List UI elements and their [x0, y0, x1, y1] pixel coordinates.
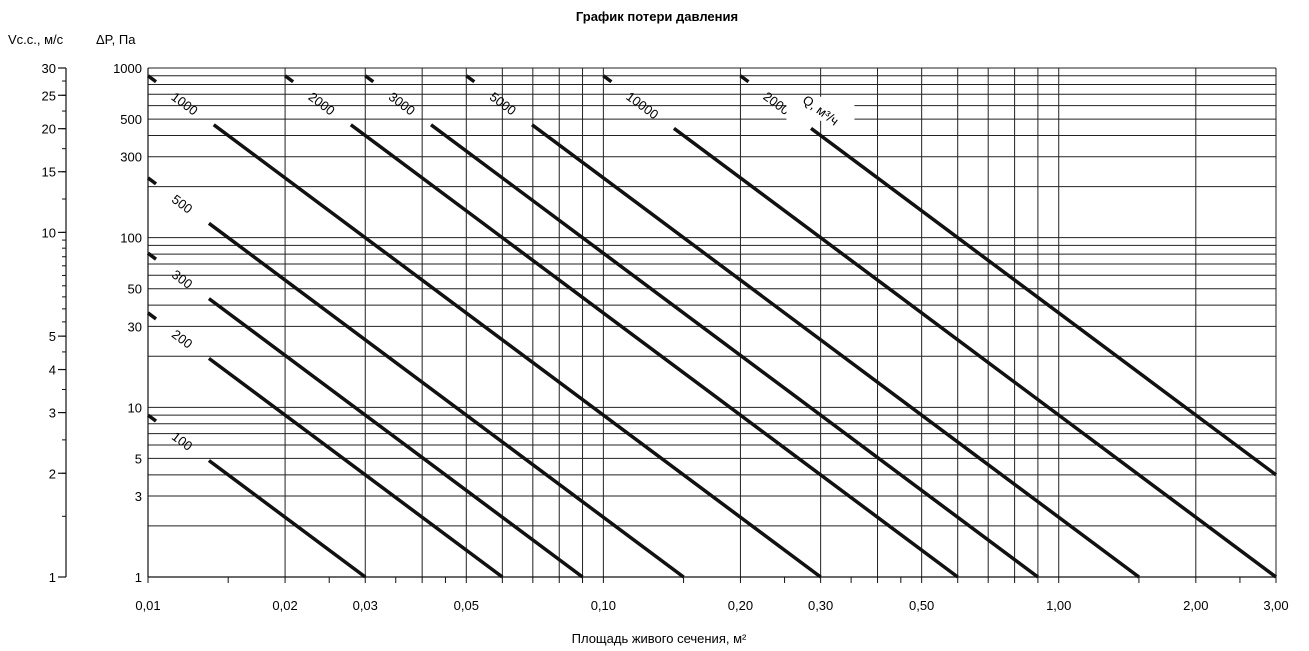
- series-line-2000: [349, 123, 959, 579]
- series-line-500: [207, 221, 685, 579]
- series-line-5000: [530, 123, 1140, 579]
- y-tick-label: 1: [135, 570, 142, 585]
- series-line-2000: [284, 74, 295, 84]
- y-tick-label: 10: [128, 400, 142, 415]
- y-tick-label: 5: [135, 451, 142, 466]
- series-line-300: [207, 297, 584, 579]
- x-axis-title: Площадь живого сечения, м²: [572, 631, 747, 646]
- velocity-tick-label: 4: [49, 363, 56, 378]
- velocity-tick-label: 20: [42, 122, 56, 137]
- series-label-2000: 2000: [306, 89, 338, 118]
- grid: [147, 67, 1277, 578]
- x-tick-labels: 0,01 0,02 0,03 0,05 0,10 0,20 0,30 0,50 1,00 2,00…: [135, 598, 1288, 613]
- x-tick-label: 0,20: [728, 598, 753, 613]
- series-title-bg: [786, 96, 855, 121]
- x-tick-label: 2,00: [1183, 598, 1208, 613]
- pressure-tick-labels: 1 3 5 10 30 50 100 300 500 1000: [113, 61, 142, 585]
- series-label-3000: 3000: [386, 89, 418, 118]
- series-label-200: 200: [169, 327, 195, 352]
- plot-frame: [147, 68, 1277, 583]
- series-line-200: [207, 356, 504, 579]
- velocity-axis-title: Vс.с., м/с: [8, 32, 64, 47]
- series-label-1000: 1000: [169, 89, 201, 118]
- x-tick-label: 3,00: [1263, 598, 1288, 613]
- series-line-10000: [602, 74, 613, 84]
- series-line-1000: [146, 74, 158, 84]
- velocity-tick-label: 3: [49, 406, 56, 421]
- series-label-500: 500: [169, 192, 195, 217]
- x-tick-label: 0,03: [353, 598, 378, 613]
- y-tick-label: 500: [120, 112, 142, 127]
- series-label-300: 300: [169, 267, 195, 292]
- series-line-3000: [429, 123, 1039, 579]
- series-line-5000: [465, 74, 476, 84]
- velocity-tick-label: 15: [42, 165, 56, 180]
- series-line-10000: [672, 126, 1278, 579]
- pressure-axis-title: ΔP, Па: [96, 32, 136, 47]
- series-line-300: [146, 251, 158, 261]
- series-label-5000: 5000: [487, 89, 519, 118]
- x-tick-label: 0,01: [135, 598, 160, 613]
- series-line-100: [207, 459, 367, 579]
- y-tick-label: 50: [128, 282, 142, 297]
- series-label-100: 100: [169, 429, 195, 454]
- x-tick-label: 1,00: [1046, 598, 1071, 613]
- x-tick-label: 0,02: [272, 598, 297, 613]
- y-tick-label: 300: [120, 150, 142, 165]
- series-line-20000: [739, 74, 750, 84]
- y-tick-label: 3: [135, 489, 142, 504]
- velocity-tick-label: 30: [42, 61, 56, 76]
- series-line-100: [146, 413, 158, 423]
- series-line-3000: [364, 74, 375, 84]
- velocity-tick-label: 2: [49, 466, 56, 481]
- x-tick-label: 0,10: [591, 598, 616, 613]
- velocity-tick-label: 1: [49, 570, 56, 585]
- y-tick-label: 100: [120, 231, 142, 246]
- x-tick-label: 0,05: [454, 598, 479, 613]
- series-line-1000: [212, 123, 822, 579]
- series-line-200: [146, 311, 158, 321]
- series-line-500: [146, 176, 158, 186]
- chart-title: График потери давления: [576, 9, 738, 24]
- y-tick-label: 30: [128, 319, 142, 334]
- velocity-tick-label: 5: [49, 329, 56, 344]
- series-line-20000: [809, 126, 1278, 477]
- y-tick-label: 1000: [113, 61, 142, 76]
- velocity-axis: 1 2 3 4 5 10 15 20 25 30: [42, 61, 67, 585]
- velocity-tick-label: 25: [42, 88, 56, 103]
- x-tick-label: 0,30: [808, 598, 833, 613]
- x-tick-label: 0,50: [909, 598, 934, 613]
- velocity-tick-label: 10: [42, 225, 56, 240]
